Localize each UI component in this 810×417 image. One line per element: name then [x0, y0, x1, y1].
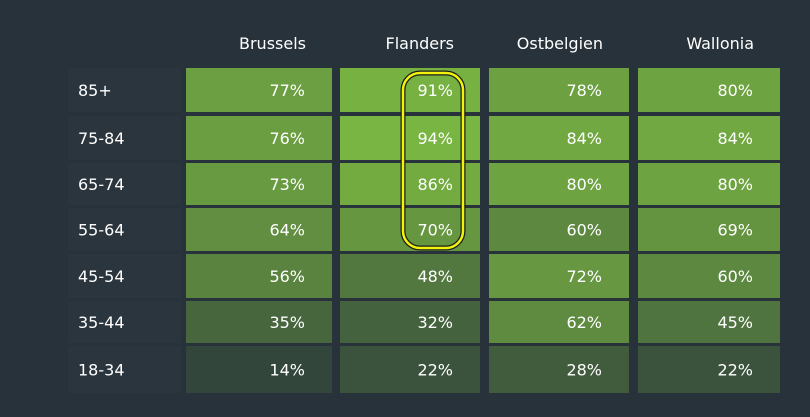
heatmap-cell	[186, 346, 332, 393]
cell-value-label: 56%	[269, 267, 305, 286]
cell-value-label: 94%	[417, 129, 453, 148]
cell-value-label: 69%	[717, 221, 753, 240]
heatmap-cell	[186, 163, 332, 205]
cell-value-label: 22%	[417, 361, 453, 380]
heatmap-cell	[638, 68, 780, 112]
cell-value-label: 91%	[417, 81, 453, 100]
column-header: Brussels	[239, 34, 306, 53]
row-label-bg	[68, 163, 181, 205]
row-label: 65-74	[78, 175, 125, 194]
row-label: 45-54	[78, 267, 125, 286]
cell-value-label: 45%	[717, 313, 753, 332]
cell-value-label: 86%	[417, 175, 453, 194]
row-label-bg	[68, 301, 181, 343]
heatmap-cell	[638, 301, 780, 343]
row-label: 35-44	[78, 313, 125, 332]
heatmap-cell	[638, 346, 780, 393]
heatmap-cell	[638, 208, 780, 251]
cell-value-label: 78%	[566, 81, 602, 100]
heatmap-cell	[340, 254, 480, 298]
cell-value-label: 80%	[717, 81, 753, 100]
heatmap-cell	[638, 163, 780, 205]
cell-value-label: 35%	[269, 313, 305, 332]
highlight-outline	[401, 71, 465, 250]
heatmap-cell	[489, 208, 629, 251]
heatmap-cell	[638, 254, 780, 298]
cell-value-label: 64%	[269, 221, 305, 240]
row-label-bg	[68, 346, 181, 393]
cell-value-label: 80%	[566, 175, 602, 194]
column-headers: Brussels Flanders Ostbelgien Wallonia	[239, 34, 754, 53]
row-label-bg	[68, 116, 181, 160]
heatmap-cell	[340, 301, 480, 343]
column-header: Wallonia	[686, 34, 754, 53]
cell-value-label: 22%	[717, 361, 753, 380]
heatmap-cell	[186, 254, 332, 298]
row-label: 75-84	[78, 129, 125, 148]
heatmap-cell	[489, 116, 629, 160]
column-header: Ostbelgien	[517, 34, 603, 53]
row-label: 18-34	[78, 361, 125, 380]
cell-value-label: 76%	[269, 129, 305, 148]
heatmap-cell	[186, 68, 332, 112]
cell-value-label: 72%	[566, 267, 602, 286]
cell-value-label: 84%	[717, 129, 753, 148]
cell-value-label: 14%	[269, 361, 305, 380]
column-header: Flanders	[385, 34, 454, 53]
row-label-bg	[68, 254, 181, 298]
cell-value-label: 60%	[717, 267, 753, 286]
row-labels: 85+ 75-84 65-74 55-64 45-54 35-44 18-34	[68, 68, 181, 393]
heatmap-cell	[489, 68, 629, 112]
cell-value-label: 28%	[566, 361, 602, 380]
heatmap-cell	[489, 163, 629, 205]
cell-value-label: 73%	[269, 175, 305, 194]
row-label-bg	[68, 68, 181, 112]
heatmap-cell	[340, 163, 480, 205]
cell-value-label: 62%	[566, 313, 602, 332]
cell-value-label: 70%	[417, 221, 453, 240]
heatmap-cell	[340, 116, 480, 160]
heatmap-cell	[489, 346, 629, 393]
cell-value-label: 77%	[269, 81, 305, 100]
heatmap-cell	[186, 301, 332, 343]
heatmap-cell	[186, 116, 332, 160]
row-label: 85+	[78, 81, 112, 100]
cell-value-label: 84%	[566, 129, 602, 148]
highlight-group	[400, 70, 466, 251]
row-label: 55-64	[78, 221, 125, 240]
heatmap-cell	[489, 301, 629, 343]
heatmap-cell	[638, 116, 780, 160]
heatmap-cell	[340, 346, 480, 393]
heatmap-cells: 77% 91% 78% 80% 76% 94% 84% 84% 73% 86% 80% 80% 64% 7…	[186, 68, 780, 393]
cell-value-label: 80%	[717, 175, 753, 194]
row-label-bg	[68, 208, 181, 251]
heatmap-cell	[186, 208, 332, 251]
cell-value-label: 60%	[566, 221, 602, 240]
cell-value-label: 48%	[417, 267, 453, 286]
cell-value-label: 32%	[417, 313, 453, 332]
heatmap-cell	[489, 254, 629, 298]
